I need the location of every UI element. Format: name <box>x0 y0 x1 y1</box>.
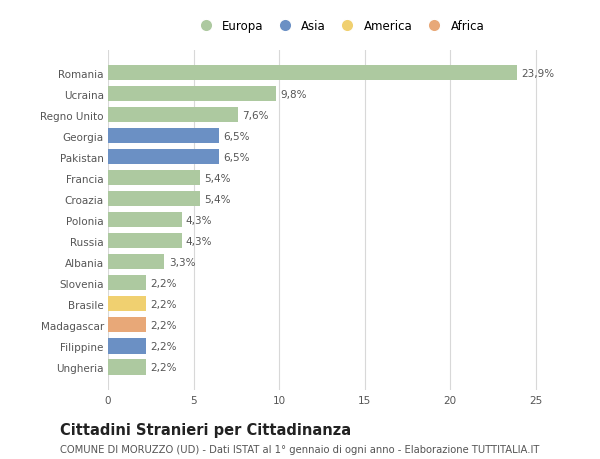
Text: 4,3%: 4,3% <box>186 236 212 246</box>
Text: 5,4%: 5,4% <box>205 174 231 183</box>
Text: 2,2%: 2,2% <box>150 320 176 330</box>
Bar <box>108 234 182 249</box>
Bar <box>108 129 219 144</box>
Bar <box>108 359 146 375</box>
Text: 6,5%: 6,5% <box>223 131 250 141</box>
Bar <box>108 276 146 291</box>
Bar <box>108 318 146 333</box>
Text: 2,2%: 2,2% <box>150 299 176 309</box>
Text: 3,3%: 3,3% <box>169 257 195 267</box>
Text: 7,6%: 7,6% <box>242 111 269 120</box>
Bar <box>108 171 200 186</box>
Bar <box>108 150 219 165</box>
Bar <box>108 87 275 102</box>
Text: Cittadini Stranieri per Cittadinanza: Cittadini Stranieri per Cittadinanza <box>60 422 351 437</box>
Bar <box>108 339 146 354</box>
Bar <box>108 66 517 81</box>
Text: 2,2%: 2,2% <box>150 341 176 351</box>
Text: 23,9%: 23,9% <box>521 68 554 78</box>
Text: 2,2%: 2,2% <box>150 278 176 288</box>
Text: 5,4%: 5,4% <box>205 194 231 204</box>
Bar <box>108 213 182 228</box>
Bar <box>108 255 164 270</box>
Legend: Europa, Asia, America, Africa: Europa, Asia, America, Africa <box>189 16 489 38</box>
Bar <box>108 108 238 123</box>
Bar <box>108 297 146 312</box>
Text: 4,3%: 4,3% <box>186 215 212 225</box>
Text: 6,5%: 6,5% <box>223 152 250 162</box>
Text: COMUNE DI MORUZZO (UD) - Dati ISTAT al 1° gennaio di ogni anno - Elaborazione TU: COMUNE DI MORUZZO (UD) - Dati ISTAT al 1… <box>60 444 539 454</box>
Bar <box>108 192 200 207</box>
Text: 9,8%: 9,8% <box>280 90 307 100</box>
Text: 2,2%: 2,2% <box>150 362 176 372</box>
